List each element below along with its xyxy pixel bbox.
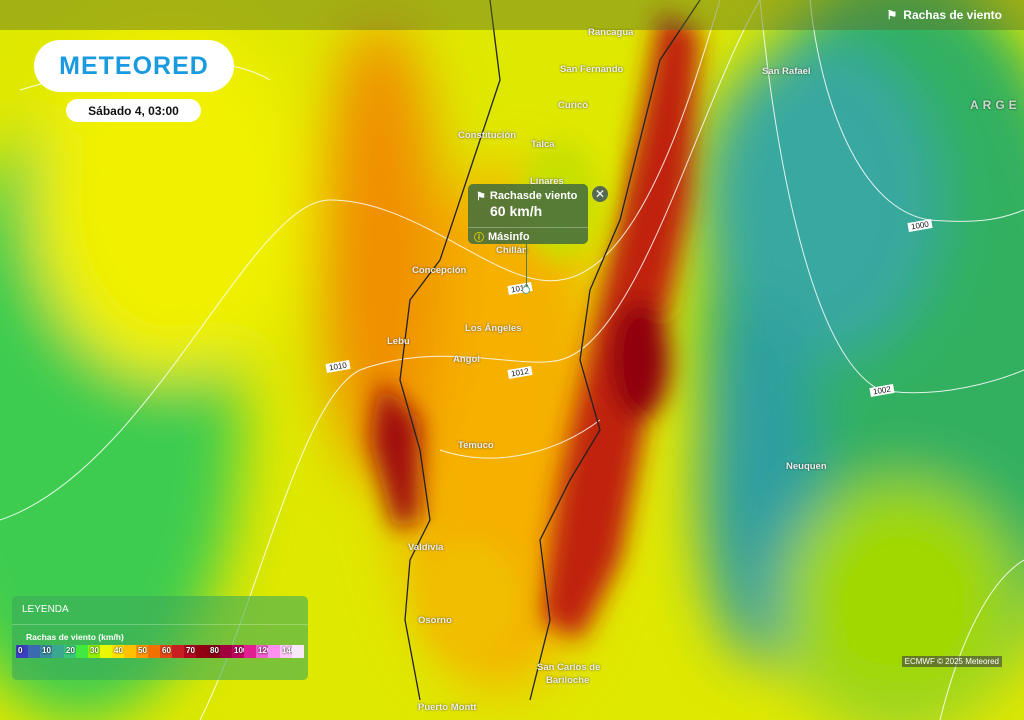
scale-swatch [172, 645, 184, 658]
city-label: Linares [530, 176, 564, 187]
city-label: Angol [453, 354, 480, 365]
scale-swatch: 20 [64, 645, 76, 658]
city-label: Curicó [558, 100, 589, 111]
city-label: Osorno [418, 615, 452, 626]
wind-popup: ⚑ Rachasde viento 60 km/h ⓘ Másinfo [468, 184, 588, 244]
scale-swatch [196, 645, 208, 658]
meteored-logo[interactable]: METEORED [34, 40, 234, 92]
city-label: Concepción [412, 265, 467, 276]
scale-swatch [100, 645, 112, 658]
scale-swatch: 100 [232, 645, 248, 658]
scale-swatch: 70 [184, 645, 196, 658]
scale-label: 30 [90, 646, 99, 655]
legend-subtitle: Rachas de viento (km/h) [26, 632, 124, 642]
city-label: Neuquen [786, 461, 827, 472]
scale-label: 80 [210, 646, 219, 655]
scale-swatch [244, 645, 256, 658]
layer-selector[interactable]: ⚑ Rachas de viento [887, 8, 1002, 22]
scale-swatch [124, 645, 136, 658]
scale-swatch: 120 [256, 645, 272, 658]
city-label: Temuco [458, 440, 494, 451]
divider [468, 227, 588, 228]
scale-swatch [220, 645, 232, 658]
city-label: San Rafael [762, 66, 811, 77]
scale-swatch [28, 645, 40, 658]
scale-label: 10 [42, 646, 51, 655]
city-label: San Fernando [560, 64, 624, 75]
credit: ECMWF © 2025 Meteored [901, 656, 1002, 667]
scale-label: 70 [186, 646, 195, 655]
scale-swatch: 80 [208, 645, 220, 658]
wind-flag-icon: ⚑ [886, 8, 898, 22]
city-label: Valdivia [408, 542, 444, 553]
legend: LEYENDA Rachas de viento (km/h) 0 10 20 30 4… [12, 596, 308, 680]
city-label: Chillán [496, 245, 528, 256]
popup-title: Rachasde viento [489, 190, 578, 202]
close-popup-button[interactable]: ✕ [592, 186, 608, 202]
legend-header: LEYENDA [22, 604, 69, 615]
layer-title: Rachas de viento [903, 8, 1002, 22]
scale-swatch: 10 [40, 645, 52, 658]
scale-swatch: 60 [160, 645, 172, 658]
country-label: ARGE [970, 98, 1021, 112]
scale-label: 40 [114, 646, 123, 655]
scale-swatch: 40 [112, 645, 124, 658]
scale-label: 100 [234, 646, 248, 655]
scale-swatch [148, 645, 160, 658]
scale-label: 0 [18, 646, 23, 655]
popup-pointer [526, 244, 527, 290]
city-label: Bariloche [546, 675, 590, 686]
city-label: Constitución [458, 130, 517, 141]
city-label: Lebu [387, 336, 410, 347]
city-label: Puerto Montt [418, 702, 477, 713]
scale-swatch [76, 645, 88, 658]
scale-label: 20 [66, 646, 75, 655]
scale-swatch: 140 [280, 645, 296, 658]
scale-swatch [292, 645, 304, 658]
scale-swatch: 50 [136, 645, 148, 658]
scale-label: 60 [162, 646, 171, 655]
city-label: Talca [531, 139, 555, 150]
location-marker[interactable] [522, 286, 530, 294]
city-label: San Carlos de [537, 662, 601, 673]
top-bar [0, 0, 1024, 30]
scale-swatch [52, 645, 64, 658]
info-icon: ⓘ [474, 233, 484, 244]
forecast-time[interactable]: Sábado 4, 03:00 [66, 99, 201, 122]
popup-value: 60 km/h [490, 203, 543, 219]
more-info-link[interactable]: ⓘ Másinfo [474, 230, 530, 245]
scale-label: 120 [258, 646, 272, 655]
wind-flag-icon: ⚑ [476, 191, 486, 203]
divider [12, 624, 308, 625]
scale-swatch [268, 645, 280, 658]
scale-label: 50 [138, 646, 147, 655]
scale-swatch: 0 [16, 645, 28, 658]
city-label: Los Ángeles [465, 323, 522, 334]
scale-label: 140 [282, 646, 296, 655]
color-scale: 0 10 20 30 40 50 60 70 80 100 120 140 [16, 645, 304, 658]
city-label: Rancagua [588, 27, 634, 38]
scale-swatch: 30 [88, 645, 100, 658]
